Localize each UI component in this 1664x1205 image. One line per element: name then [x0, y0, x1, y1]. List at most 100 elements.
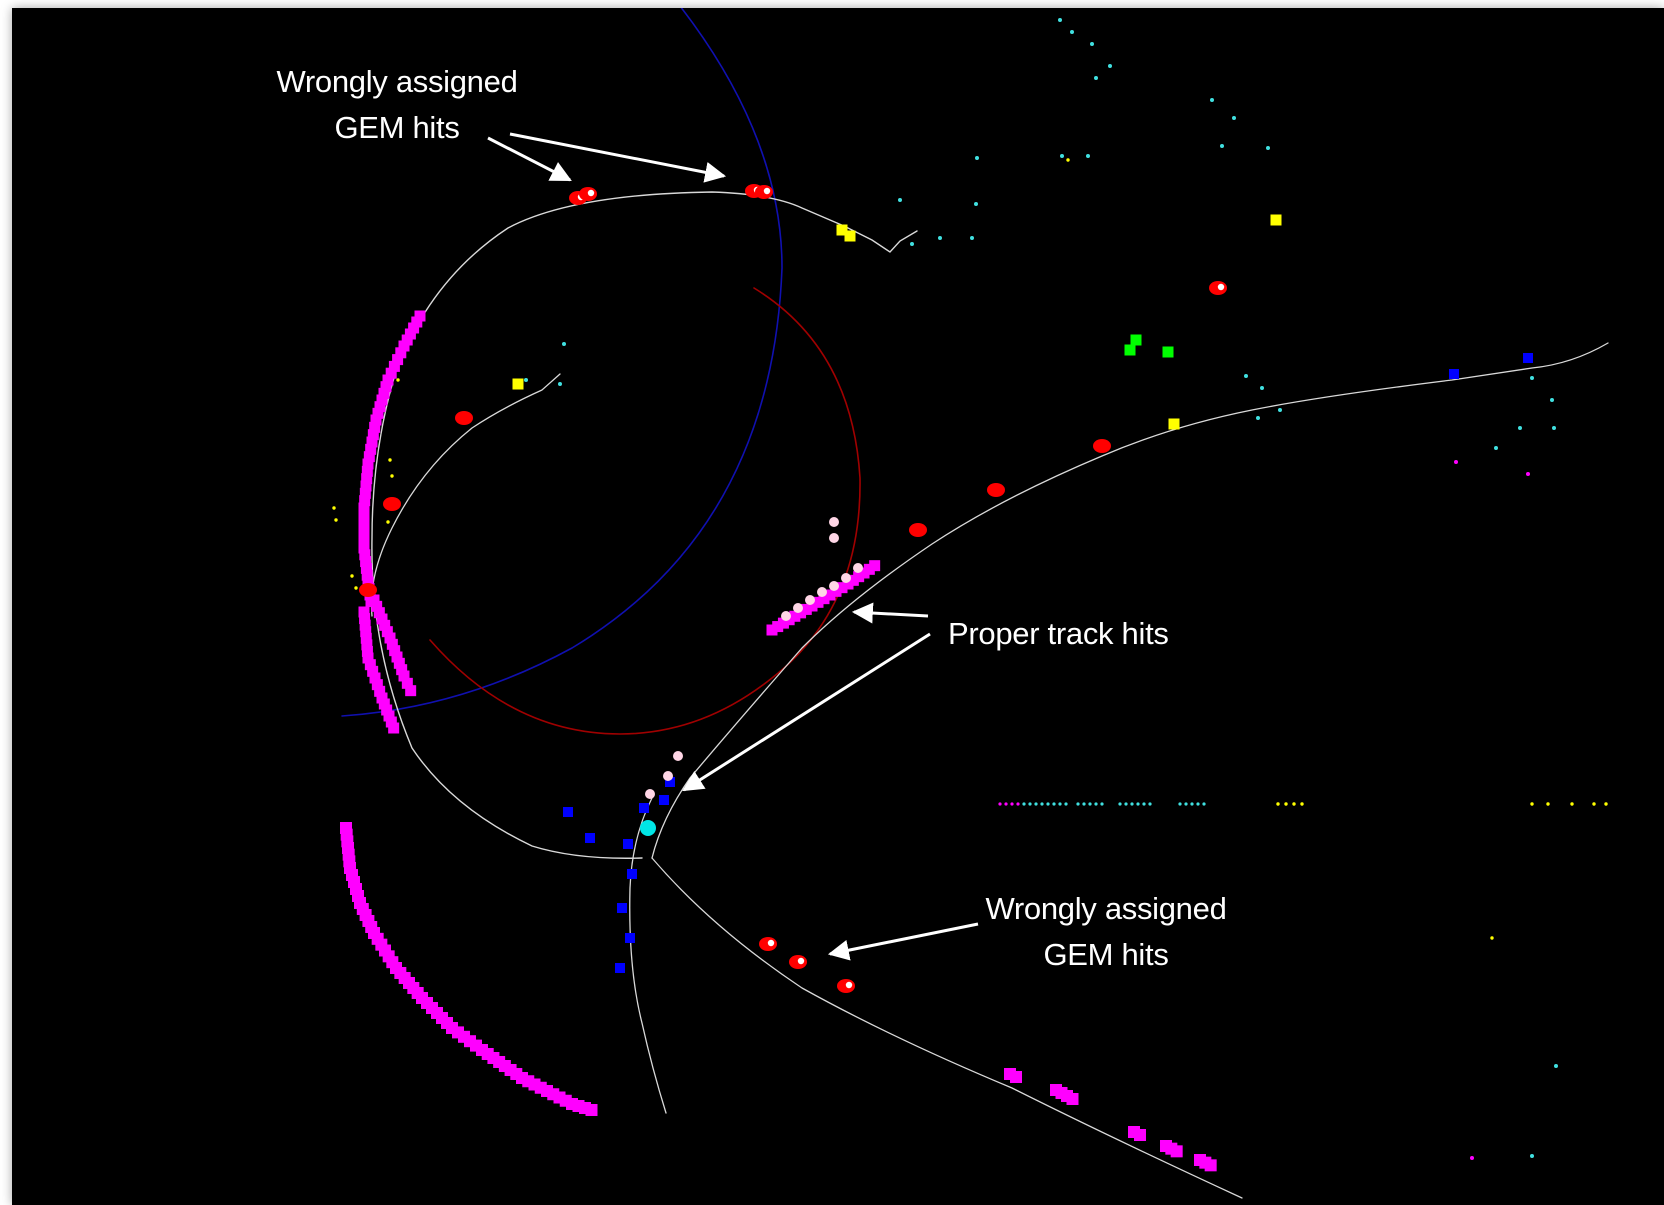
reconstructed-track	[370, 373, 561, 617]
straw-hit	[372, 407, 384, 419]
straw-hit	[388, 722, 400, 734]
gem-hit	[455, 411, 473, 425]
straw-hit	[378, 698, 390, 710]
mvd-hit	[617, 903, 627, 913]
proper-track-hit	[817, 587, 827, 597]
straw-hit	[385, 367, 397, 379]
mvd-hit	[659, 795, 669, 805]
straw-hit	[369, 672, 381, 684]
noise-hit	[1518, 426, 1522, 430]
noise-hit	[1210, 98, 1214, 102]
green-hit	[1130, 334, 1142, 346]
noise-hit	[1094, 802, 1098, 806]
straw-hit	[395, 347, 407, 359]
noise-hit	[1028, 802, 1032, 806]
noise-hit	[1046, 802, 1050, 806]
straw-hit	[362, 652, 374, 664]
noise-hit	[1052, 802, 1056, 806]
straw-hit	[358, 535, 370, 547]
noise-hit	[1604, 802, 1608, 806]
noise-hit	[1178, 802, 1182, 806]
straw-hit	[365, 443, 377, 455]
straw-hit	[393, 657, 405, 669]
reconstructed-track	[651, 342, 1609, 859]
straw-hit	[360, 626, 372, 638]
straw-hit	[812, 596, 824, 608]
annotation-wrong-gem-bottom: Wrongly assigned GEM hits	[956, 886, 1256, 978]
straw-hit	[398, 340, 410, 352]
straw-hit	[1204, 1159, 1217, 1172]
straw-hit	[384, 632, 396, 644]
mvd-hit	[665, 777, 675, 787]
straw-hit	[800, 603, 812, 615]
straw-hit	[374, 401, 386, 413]
straw-hit	[383, 710, 395, 722]
noise-hit	[1130, 802, 1134, 806]
noise-hit	[974, 202, 978, 206]
straw-hit	[370, 414, 382, 426]
noise-hit	[1058, 802, 1062, 806]
proper-track-hit	[805, 595, 815, 605]
noise-hit	[1142, 802, 1146, 806]
straw-hit	[408, 322, 420, 334]
noise-hit	[1266, 146, 1270, 150]
noise-hit	[1058, 18, 1062, 22]
yellow-hit	[844, 230, 856, 242]
straw-hit	[404, 328, 416, 340]
annotation-line: Wrongly assigned	[985, 891, 1227, 926]
noise-hit	[1300, 802, 1304, 806]
noise-hit	[1184, 802, 1188, 806]
noise-hit	[1454, 460, 1458, 464]
annotation-arrow	[682, 632, 931, 792]
noise-hit	[898, 198, 902, 202]
straw-hit	[405, 685, 417, 697]
noise-hit	[558, 382, 562, 386]
gem-hit	[909, 523, 927, 537]
noise-hit	[1088, 802, 1092, 806]
primary-vertex	[640, 820, 656, 836]
proper-track-hit	[829, 533, 839, 543]
annotation-arrow	[487, 136, 572, 182]
straw-hit	[382, 374, 394, 386]
mvd-hit	[639, 803, 649, 813]
noise-hit	[1094, 76, 1098, 80]
straw-hit	[380, 381, 392, 393]
straw-hit	[358, 509, 370, 521]
straw-hit	[358, 522, 370, 534]
yellow-hit	[1168, 418, 1180, 430]
gem-hit	[359, 583, 377, 597]
proper-track-hit	[781, 611, 791, 621]
straw-hit	[1170, 1145, 1183, 1158]
proper-track-hit	[829, 517, 839, 527]
reconstructed-track	[651, 857, 1243, 1199]
green-hit	[1124, 344, 1136, 356]
noise-hit	[1016, 802, 1020, 806]
annotation-line: Wrongly assigned	[276, 64, 518, 99]
straw-hit	[818, 593, 830, 605]
straw-hit	[1010, 1071, 1022, 1083]
yellow-hit	[1270, 214, 1282, 226]
green-hit	[1162, 346, 1174, 358]
noise-hit	[1202, 802, 1206, 806]
straw-hit	[358, 529, 370, 541]
mvd-hit	[623, 839, 633, 849]
straw-hit	[368, 594, 380, 606]
straw-hit	[386, 638, 398, 650]
straw-hit	[389, 645, 401, 657]
straw-hit	[360, 556, 372, 568]
noise-hit	[1082, 802, 1086, 806]
event-display: Wrongly assigned GEM hits Proper track h…	[12, 8, 1664, 1205]
straw-hit	[836, 582, 848, 594]
noise-hit	[1278, 408, 1282, 412]
straw-hit	[371, 600, 383, 612]
reconstructed-track	[629, 797, 667, 1114]
noise-hit	[1136, 802, 1140, 806]
noise-hit	[1064, 802, 1068, 806]
straw-hit	[364, 659, 376, 671]
mvd-hit	[627, 869, 637, 879]
straw-hit	[401, 677, 413, 689]
noise-hit	[1040, 802, 1044, 806]
proper-track-hit	[645, 789, 655, 799]
noise-hit	[938, 236, 942, 240]
gem-hit-marker	[1217, 283, 1225, 291]
